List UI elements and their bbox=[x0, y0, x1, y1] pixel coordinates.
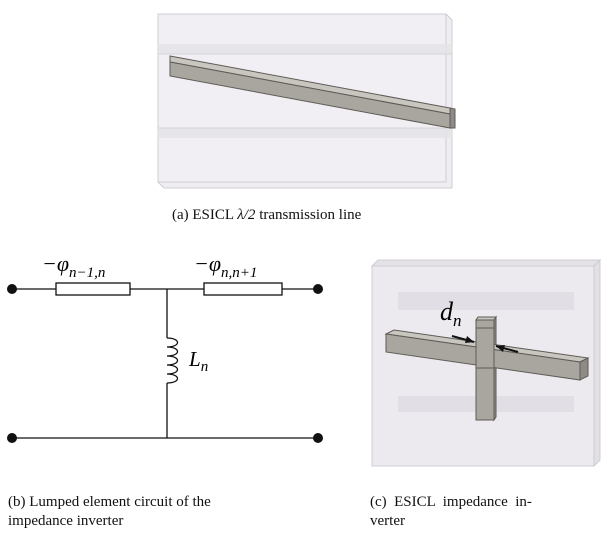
dim-arrow-right bbox=[496, 345, 505, 352]
phi-left-label: −φn−1,n bbox=[42, 251, 105, 281]
caption-b: (b) Lumped element circuit of the impeda… bbox=[8, 493, 338, 531]
phi-right-label: −φn,n+1 bbox=[194, 251, 257, 281]
dimension-label: dn bbox=[440, 297, 462, 330]
upper-layer-band bbox=[158, 44, 452, 54]
resistor-right bbox=[203, 282, 283, 296]
panel-b-circuit: −φn−1,n −φn,n+1 Ln bbox=[0, 242, 335, 457]
caption-c-line1: (c) ESICL impedance in- bbox=[370, 494, 532, 510]
caption-b-line1: (b) Lumped element circuit of the bbox=[8, 494, 211, 510]
conductor-end bbox=[449, 107, 456, 129]
caption-a-suffix: transmission line bbox=[255, 207, 362, 223]
panel-c-impedance-inverter: dn bbox=[368, 258, 604, 476]
inductor bbox=[166, 337, 179, 384]
impedance-inverter-3d-image: dn bbox=[370, 258, 602, 468]
caption-c: (c) ESICL impedance in- verter bbox=[370, 493, 606, 531]
caption-c-line2: verter bbox=[370, 513, 405, 529]
caption-b-line2: impedance inverter bbox=[8, 513, 124, 529]
caption-a-math: λ/2 bbox=[237, 207, 256, 223]
terminal-top-right bbox=[313, 284, 323, 294]
resistor-left bbox=[55, 282, 131, 296]
inductor-label: Ln bbox=[188, 347, 208, 375]
inverter-circuit-diagram: −φn−1,n −φn,n+1 Ln bbox=[7, 251, 323, 443]
dim-arrow-left bbox=[465, 336, 474, 343]
transmission-line-3d-image bbox=[157, 13, 456, 189]
caption-a: (a) ESICL λ/2 transmission line bbox=[172, 206, 472, 225]
terminal-bottom-right bbox=[313, 433, 323, 443]
panel-a-transmission-line bbox=[150, 10, 460, 195]
lower-layer-band bbox=[158, 128, 452, 138]
upper-inner-band bbox=[398, 292, 574, 310]
caption-a-prefix: (a) ESICL bbox=[172, 207, 238, 223]
